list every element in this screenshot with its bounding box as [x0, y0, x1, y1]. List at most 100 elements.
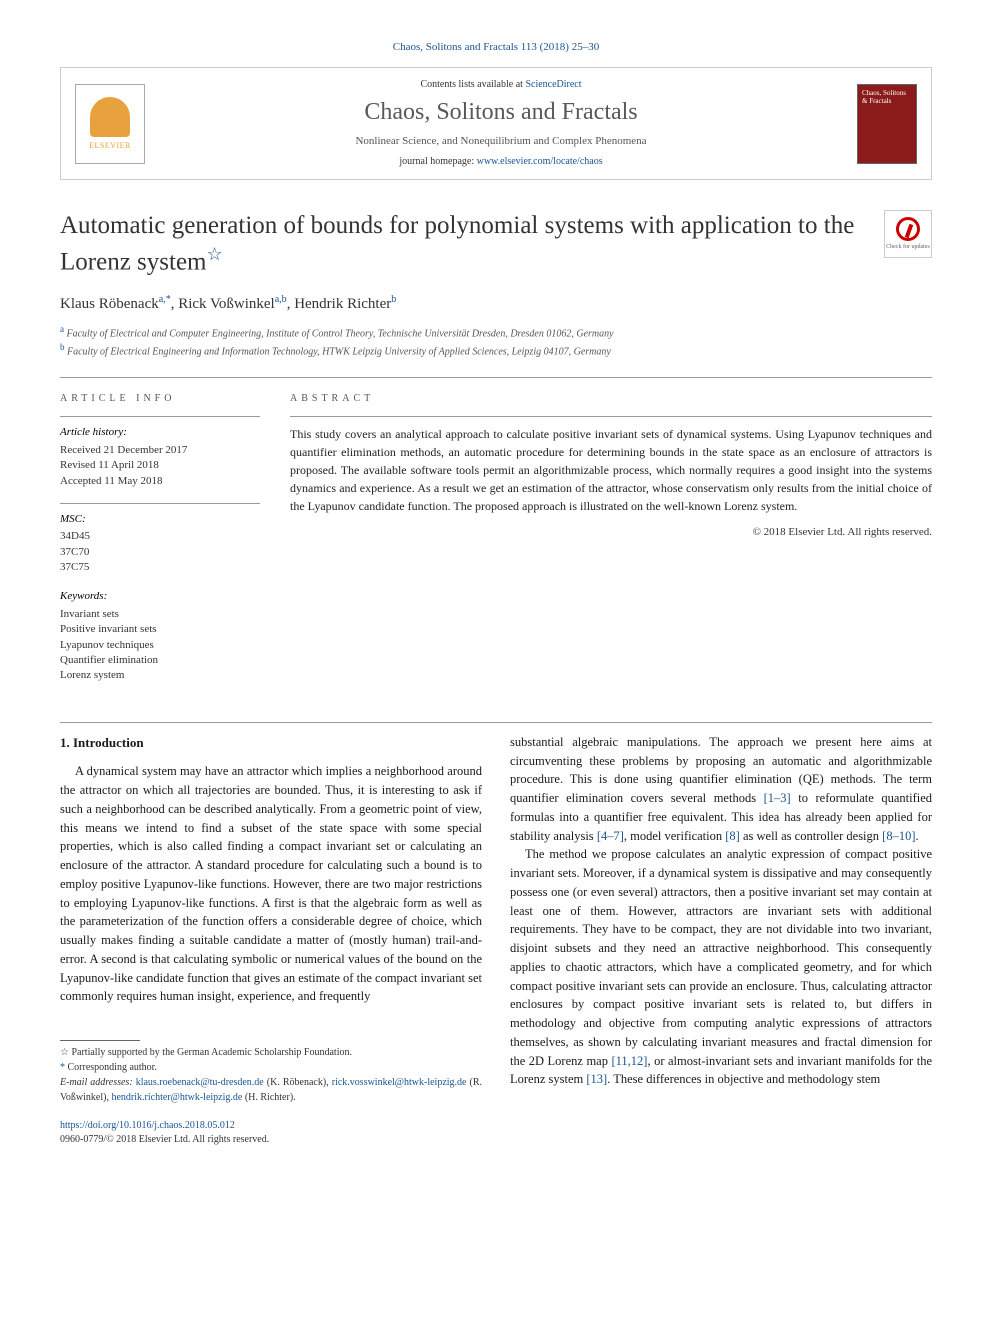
rule-top: [60, 377, 932, 378]
footnote-corresponding: * Corresponding author.: [60, 1060, 482, 1075]
author-1: Klaus Röbenack: [60, 296, 159, 312]
msc-1: 34D45: [60, 529, 260, 544]
keywords-label: Keywords:: [60, 589, 260, 604]
article-title: Automatic generation of bounds for polyn…: [60, 210, 864, 278]
kw-2: Positive invariant sets: [60, 622, 260, 637]
funding-text: Partially supported by the German Academ…: [71, 1047, 352, 1058]
p2c: , model verification: [624, 829, 725, 843]
email-3-who: (H. Richter): [245, 1092, 293, 1103]
author-1-corr: *: [166, 294, 171, 305]
intro-para-3: The method we propose calculates an anal…: [510, 845, 932, 1089]
body-columns: 1. Introduction A dynamical system may h…: [60, 733, 932, 1105]
issn-copyright: 0960-0779/© 2018 Elsevier Ltd. All right…: [60, 1133, 932, 1147]
abstract-heading: ABSTRACT: [290, 392, 932, 406]
abstract-copyright: © 2018 Elsevier Ltd. All rights reserved…: [290, 525, 932, 540]
ref-1-3[interactable]: [1–3]: [764, 791, 791, 805]
abstract-column: ABSTRACT This study covers an analytical…: [290, 392, 932, 697]
msc-3: 37C75: [60, 560, 260, 575]
citation-link[interactable]: Chaos, Solitons and Fractals 113 (2018) …: [393, 41, 599, 53]
corr-symbol: *: [60, 1062, 65, 1073]
email-3[interactable]: hendrik.richter@htwk-leipzig.de: [111, 1092, 242, 1103]
homepage-prefix: journal homepage:: [399, 156, 476, 167]
history-received: Received 21 December 2017: [60, 443, 260, 458]
contents-prefix: Contents lists available at: [420, 79, 525, 90]
affil-b-label: b: [60, 342, 65, 352]
history-accepted: Accepted 11 May 2018: [60, 474, 260, 489]
publisher-name: ELSEVIER: [89, 140, 131, 151]
p2d: as well as controller design: [740, 829, 882, 843]
ref-8-10[interactable]: [8–10]: [882, 829, 915, 843]
sciencedirect-link[interactable]: ScienceDirect: [525, 79, 581, 90]
history-revised: Revised 11 April 2018: [60, 458, 260, 473]
p3c: . These differences in objective and met…: [607, 1072, 880, 1086]
msc-label: MSC:: [60, 512, 260, 527]
updates-icon: [896, 217, 920, 241]
ref-8[interactable]: [8]: [725, 829, 740, 843]
author-3-affil: b: [391, 294, 396, 305]
msc-block: MSC: 34D45 37C70 37C75: [60, 512, 260, 576]
info-abstract-row: ARTICLE INFO Article history: Received 2…: [60, 392, 932, 697]
abstract-text: This study covers an analytical approach…: [290, 425, 932, 515]
footnotes-block: ☆ Partially supported by the German Acad…: [60, 1040, 482, 1105]
kw-1: Invariant sets: [60, 607, 260, 622]
intro-heading: 1. Introduction: [60, 733, 482, 753]
history-block: Article history: Received 21 December 20…: [60, 425, 260, 489]
author-3: Hendrik Richter: [294, 296, 391, 312]
ref-4-7[interactable]: [4–7]: [597, 829, 624, 843]
title-row: Automatic generation of bounds for polyn…: [60, 210, 932, 278]
affil-a-label: a: [60, 324, 64, 334]
kw-5: Lorenz system: [60, 668, 260, 683]
page-footer: https://doi.org/10.1016/j.chaos.2018.05.…: [60, 1119, 932, 1147]
history-label: Article history:: [60, 425, 260, 440]
ref-13[interactable]: [13]: [586, 1072, 607, 1086]
kw-4: Quantifier elimination: [60, 653, 260, 668]
abstract-rule: [290, 416, 932, 417]
cover-text: Chaos, Solitons & Fractals: [858, 85, 916, 110]
p3a: The method we propose calculates an anal…: [510, 847, 932, 1067]
header-citation: Chaos, Solitons and Fractals 113 (2018) …: [60, 40, 932, 55]
doi-link[interactable]: https://doi.org/10.1016/j.chaos.2018.05.…: [60, 1120, 235, 1131]
footnote-funding: ☆ Partially supported by the German Acad…: [60, 1045, 482, 1060]
footnote-rule: [60, 1040, 140, 1041]
funding-symbol: ☆: [60, 1047, 69, 1058]
check-for-updates-badge[interactable]: Check for updates: [884, 210, 932, 258]
info-rule-2: [60, 503, 260, 504]
contents-line: Contents lists available at ScienceDirec…: [157, 78, 845, 92]
homepage-link[interactable]: www.elsevier.com/locate/chaos: [477, 156, 603, 167]
author-2: Rick Voßwinkel: [178, 296, 275, 312]
email-2[interactable]: rick.vosswinkel@htwk-leipzig.de: [332, 1077, 467, 1088]
updates-label: Check for updates: [886, 243, 930, 251]
author-1-affil: a,: [159, 294, 166, 305]
article-info-heading: ARTICLE INFO: [60, 392, 260, 406]
page-container: Chaos, Solitons and Fractals 113 (2018) …: [0, 0, 992, 1177]
email-1-who: (K. Röbenack): [267, 1077, 326, 1088]
p2e: .: [915, 829, 918, 843]
intro-para-1: A dynamical system may have an attractor…: [60, 762, 482, 1006]
kw-3: Lyapunov techniques: [60, 638, 260, 653]
intro-para-2: substantial algebraic manipulations. The…: [510, 733, 932, 846]
homepage-line: journal homepage: www.elsevier.com/locat…: [157, 155, 845, 169]
journal-subtitle: Nonlinear Science, and Nonequilibrium an…: [157, 134, 845, 149]
rule-bottom: [60, 722, 932, 723]
ref-11-12[interactable]: [11,12]: [611, 1054, 647, 1068]
affiliations: a Faculty of Electrical and Computer Eng…: [60, 323, 932, 360]
title-footnote-symbol: ☆: [206, 244, 222, 264]
publisher-logo: ELSEVIER: [75, 84, 145, 164]
banner-center: Contents lists available at ScienceDirec…: [145, 78, 857, 169]
article-info-column: ARTICLE INFO Article history: Received 2…: [60, 392, 260, 697]
body-section: 1. Introduction A dynamical system may h…: [60, 733, 932, 1105]
journal-cover-thumbnail: Chaos, Solitons & Fractals: [857, 84, 917, 164]
affil-b-text: Faculty of Electrical Engineering and In…: [67, 346, 611, 357]
title-text: Automatic generation of bounds for polyn…: [60, 212, 854, 275]
elsevier-tree-icon: [90, 97, 130, 137]
email-label: E-mail addresses:: [60, 1077, 133, 1088]
journal-banner: ELSEVIER Contents lists available at Sci…: [60, 67, 932, 180]
affil-a-text: Faculty of Electrical and Computer Engin…: [67, 328, 614, 339]
affiliation-b: b Faculty of Electrical Engineering and …: [60, 341, 932, 359]
email-1[interactable]: klaus.roebenack@tu-dresden.de: [136, 1077, 264, 1088]
authors-line: Klaus Röbenacka,*, Rick Voßwinkela,b, He…: [60, 293, 932, 315]
journal-name: Chaos, Solitons and Fractals: [157, 96, 845, 130]
author-2-affil: a,b: [275, 294, 287, 305]
msc-2: 37C70: [60, 545, 260, 560]
info-rule-1: [60, 416, 260, 417]
